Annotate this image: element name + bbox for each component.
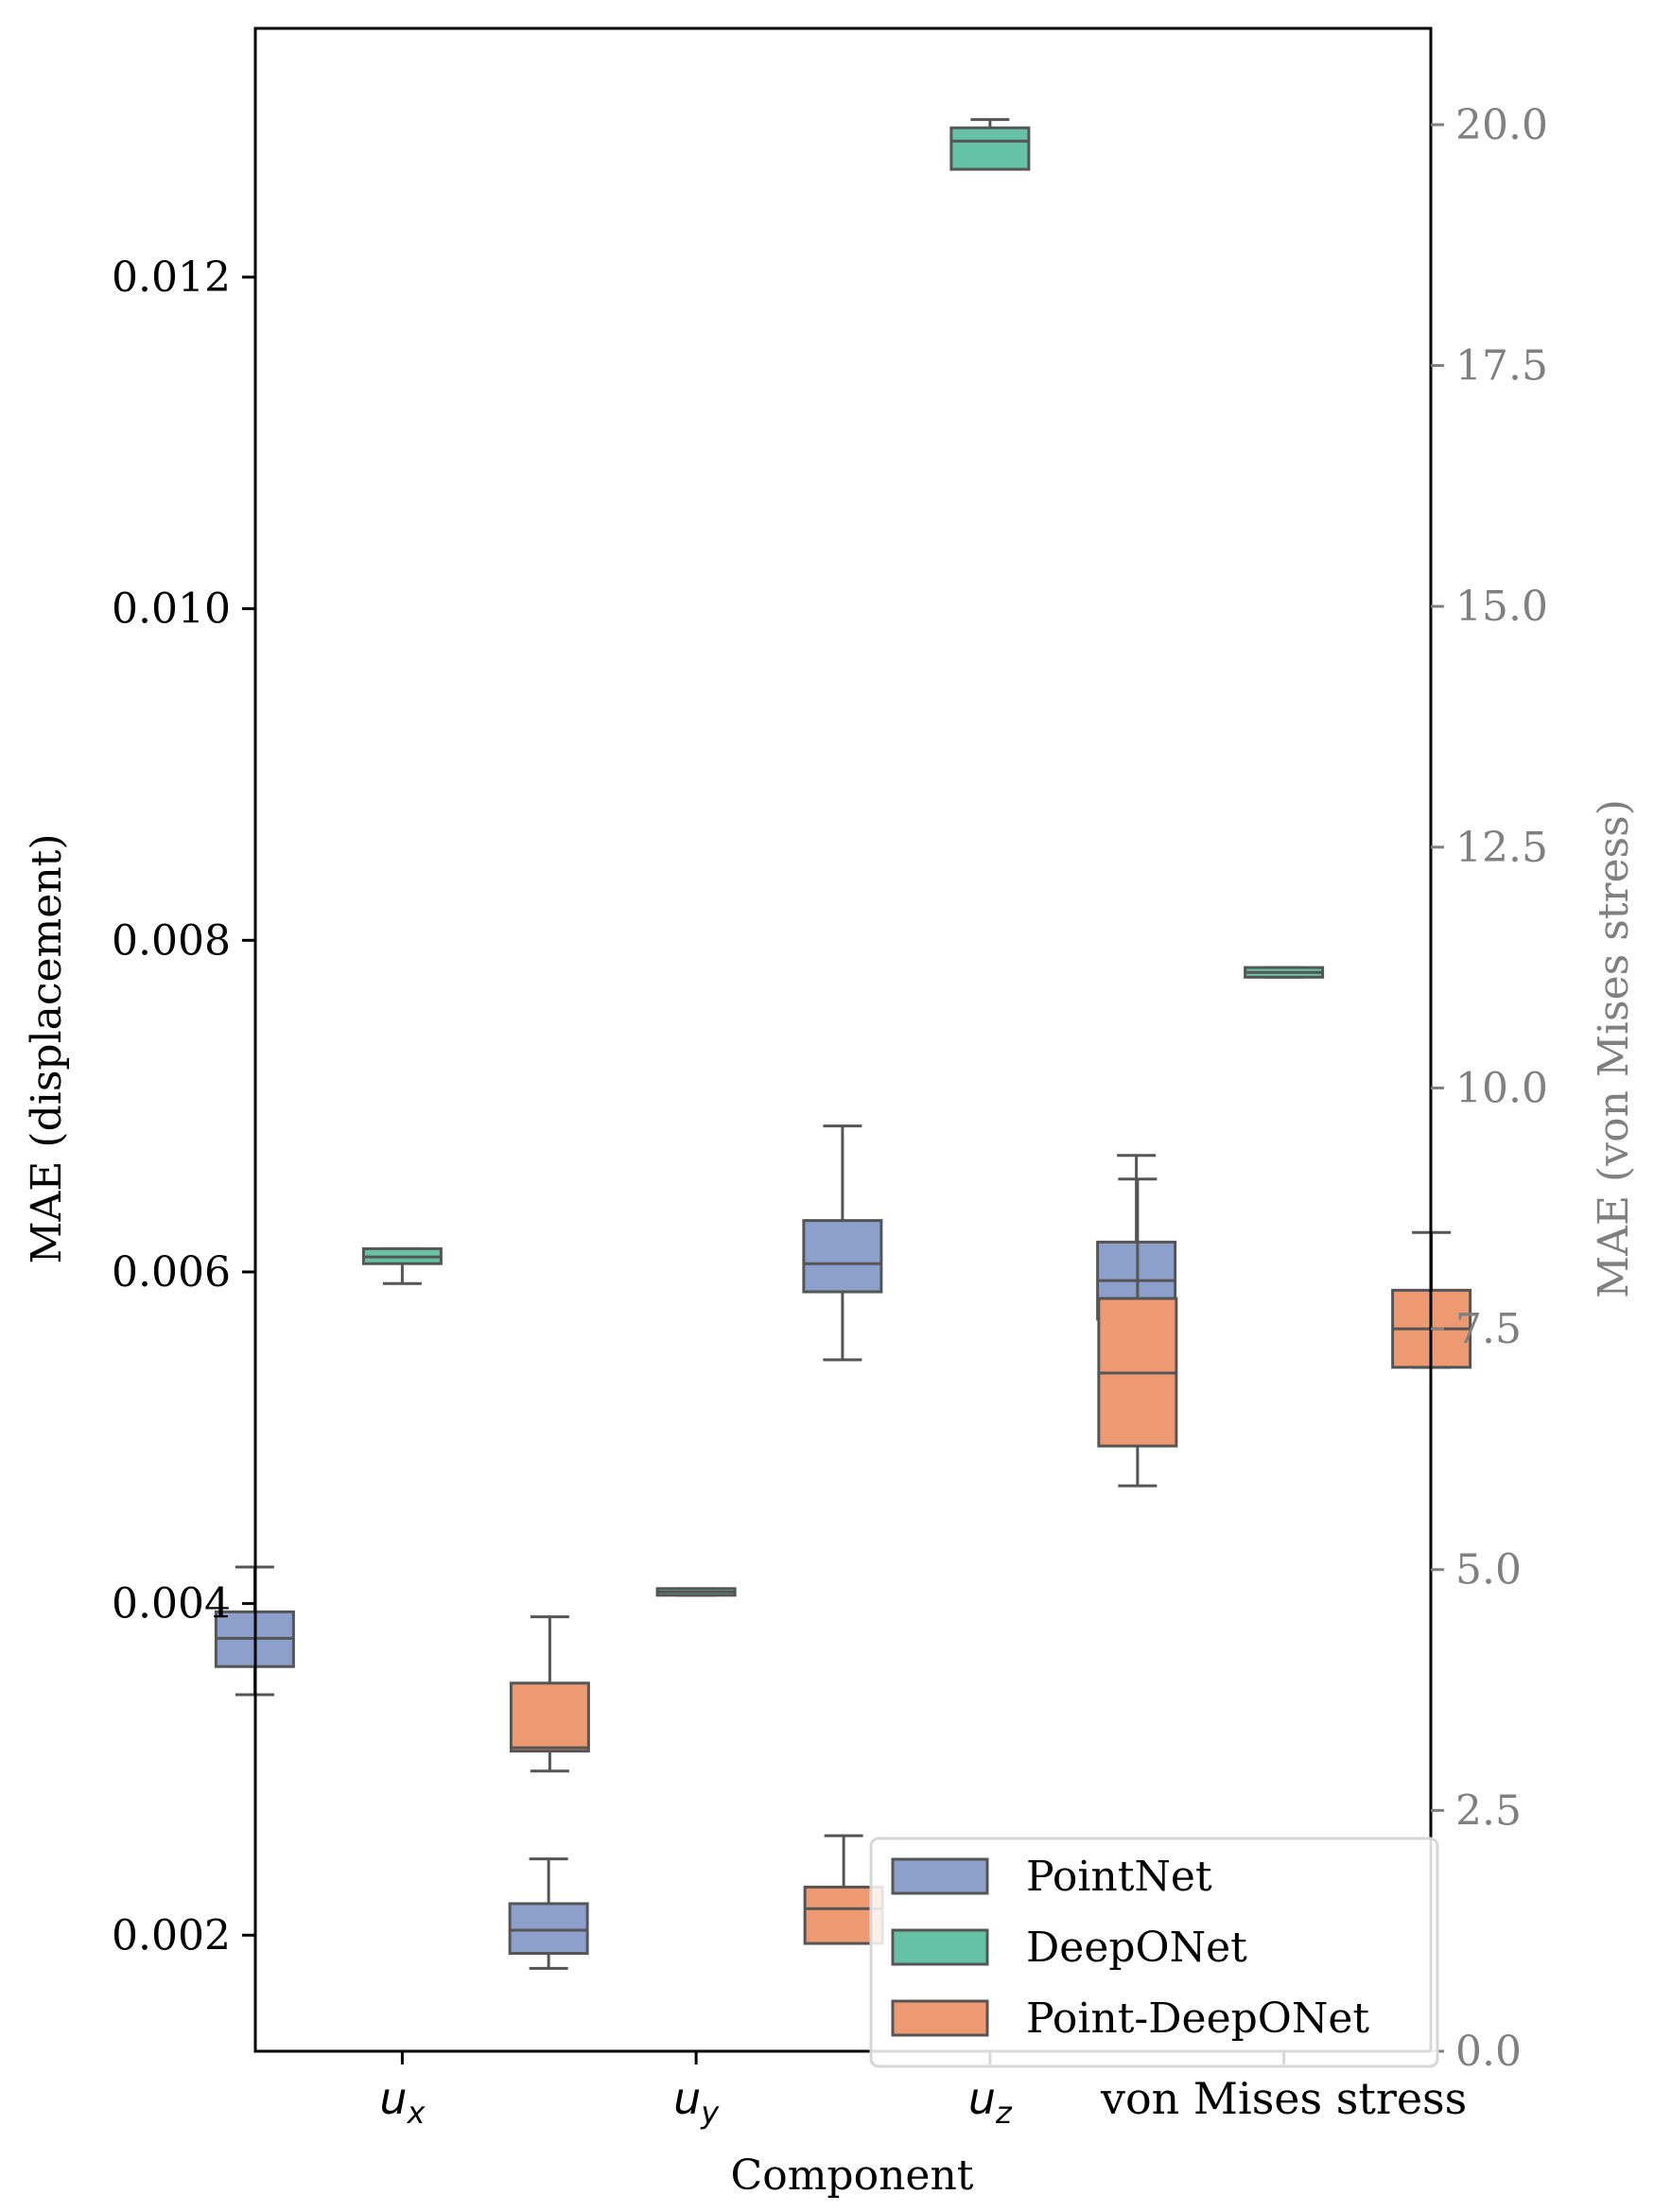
box-pointnet-u-y (508, 1857, 589, 1970)
y-axis-title-right: MAE (von Mises stress) (1590, 799, 1638, 1298)
y-tick-label-left: 0.006 (112, 1248, 231, 1297)
legend-label-deeponet: DeepONet (1026, 1924, 1247, 1972)
iqr-box (508, 1902, 589, 1956)
x-axis-title: Component (731, 2151, 974, 2200)
axes: 0.002 0.004 0.006 0.008 0.010 0.012 0.0 2.5 5.0 7… (112, 26, 1548, 2131)
y-tick-label-right: 0.0 (1455, 2028, 1522, 2076)
y-tick-label-right: 15.0 (1455, 583, 1548, 631)
x-tick-label-main: u (968, 2073, 996, 2124)
legend-swatch-pointnet (891, 1857, 989, 1895)
y-tick-label-right: 20.0 (1455, 101, 1548, 149)
x-tick-label: ux (379, 2073, 426, 2131)
legend: PointNet DeepONet Point-DeepONet (869, 1837, 1439, 2068)
box-deeponet-u-y (655, 1587, 737, 1597)
x-tick-label-sub: y (700, 2095, 720, 2131)
x-tick-label: von Mises stress (1100, 2073, 1467, 2124)
y-tick-label-right: 10.0 (1455, 1064, 1548, 1112)
y-tick-label-right: 2.5 (1455, 1786, 1522, 1835)
legend-swatch-deeponet (891, 1928, 989, 1966)
y-tick-label-right: 17.5 (1455, 342, 1548, 391)
box-deeponet-von-mises-stress (1244, 966, 1325, 979)
x-tick-label: uy (673, 2073, 720, 2131)
y-tick-label-left: 0.004 (112, 1580, 231, 1629)
x-tick-label-main: u (379, 2073, 407, 2124)
y-tick-label-right: 5.0 (1455, 1546, 1522, 1594)
iqr-box (949, 126, 1031, 171)
iqr-box (509, 1681, 590, 1753)
box-deeponet-u-x (361, 1246, 443, 1285)
box-point-deeponet-u-x (509, 1615, 590, 1773)
box-point-deeponet-u-z (1097, 1177, 1178, 1488)
x-tick-label-sub: z (995, 2095, 1013, 2131)
legend-label-pointnet: PointNet (1026, 1853, 1212, 1901)
legend-label-point-deeponet: Point-DeepONet (1026, 1994, 1369, 2043)
x-tick-label-sub: x (406, 2095, 426, 2131)
plot-area (214, 117, 1472, 1970)
y-tick-label-left: 0.012 (112, 253, 231, 302)
y-tick-label-left: 0.008 (112, 916, 231, 965)
x-tick-label: uz (968, 2073, 1013, 2131)
iqr-box (803, 1885, 884, 1945)
iqr-box (802, 1219, 883, 1294)
box-pointnet-u-z (802, 1124, 883, 1362)
y-axis-title-left: MAE (displacement) (23, 833, 71, 1263)
axes-frame (253, 26, 1433, 2053)
y-tick-label-left: 0.010 (112, 585, 231, 634)
box-point-deeponet-u-y (803, 1834, 884, 1945)
legend-swatch-point-deeponet (891, 1999, 989, 2037)
box-deeponet-u-z (949, 117, 1031, 171)
x-tick-label-main: u (673, 2073, 701, 2124)
legend-frame (869, 1837, 1439, 2068)
y-tick-label-right: 12.5 (1455, 824, 1548, 872)
y-tick-label-right: 7.5 (1455, 1305, 1522, 1353)
y-tick-label-left: 0.002 (112, 1911, 231, 1959)
